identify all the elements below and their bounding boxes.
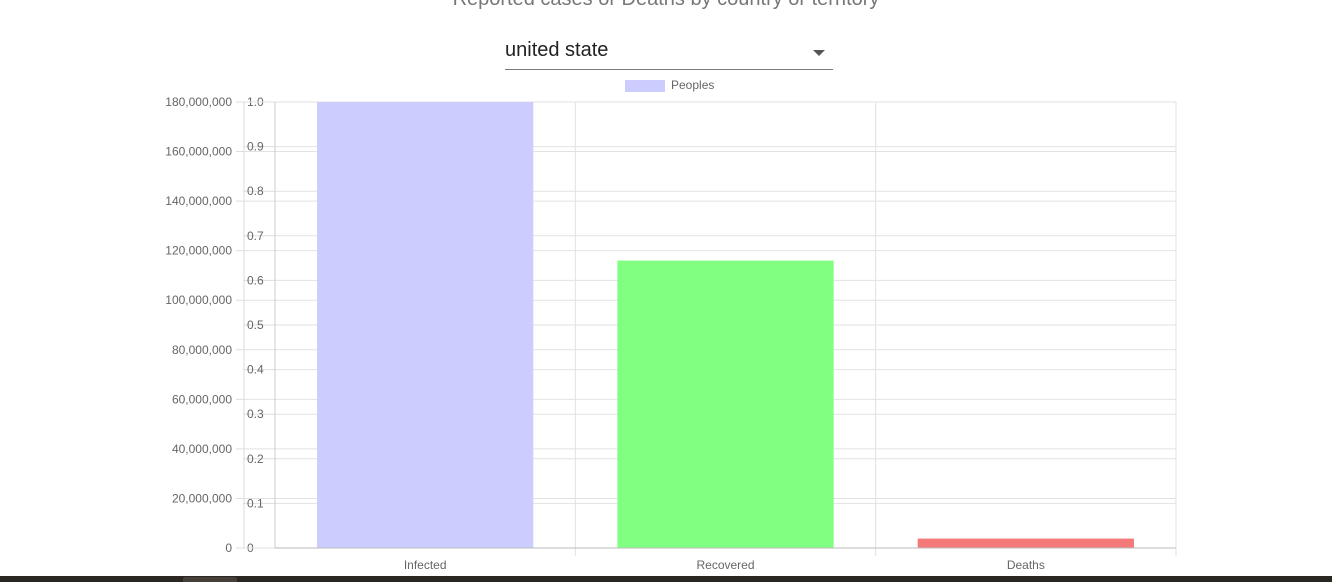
y-tick-label-right: 0.3 [247, 407, 264, 421]
x-tick-label: Infected [404, 558, 447, 572]
y-tick-label-right: 0.4 [247, 363, 264, 377]
y-tick-label-left: 140,000,000 [165, 194, 232, 208]
bar-deaths [917, 538, 1134, 548]
y-tick-label-right: 0.1 [247, 496, 264, 510]
y-tick-label-left: 160,000,000 [165, 145, 232, 159]
bar-infected [317, 102, 534, 548]
legend-label: Peoples [671, 78, 714, 92]
x-tick-label: Recovered [696, 558, 754, 572]
x-tick-label: Deaths [1007, 558, 1045, 572]
y-tick-label-left: 80,000,000 [172, 343, 232, 357]
taskbar-strip [0, 576, 1332, 582]
y-tick-label-right: 0.8 [247, 184, 264, 198]
y-tick-label-left: 120,000,000 [165, 244, 232, 258]
y-tick-label-right: 0.6 [247, 273, 264, 287]
y-tick-label-left: 40,000,000 [172, 442, 232, 456]
y-tick-label-left: 0 [225, 541, 232, 555]
y-tick-label-right: 0.7 [247, 229, 264, 243]
y-tick-label-right: 0.9 [247, 140, 264, 154]
y-tick-label-left: 60,000,000 [172, 392, 232, 406]
country-select-value: united state [505, 39, 609, 61]
y-tick-label-right: 0.5 [247, 318, 264, 332]
country-select[interactable]: united state [505, 34, 833, 70]
caret-down-icon [813, 50, 825, 56]
taskbar-tab [183, 577, 237, 582]
page-title: Reported cases or Deaths by country or t… [0, 0, 1332, 11]
y-tick-label-left: 180,000,000 [165, 95, 232, 109]
legend-swatch [625, 80, 665, 92]
y-tick-label-left: 20,000,000 [172, 491, 232, 505]
y-tick-label-right: 0.2 [247, 452, 264, 466]
bar-recovered [617, 260, 834, 548]
y-tick-label-left: 100,000,000 [165, 293, 232, 307]
